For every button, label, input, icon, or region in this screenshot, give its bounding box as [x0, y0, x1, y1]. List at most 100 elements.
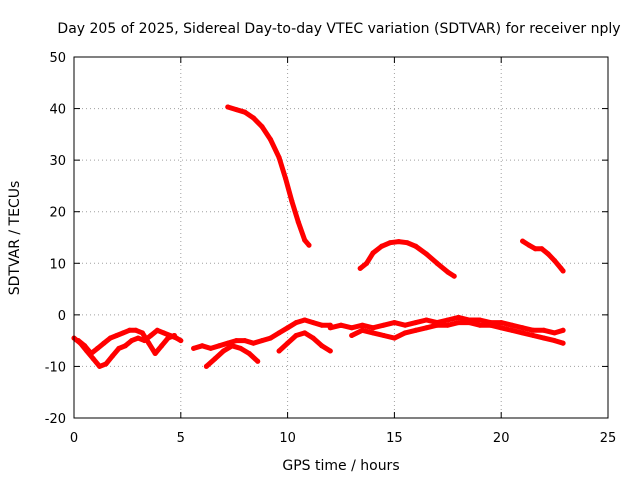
- data-point: [289, 198, 295, 204]
- data-point: [498, 325, 504, 331]
- data-point: [82, 343, 88, 349]
- data-point: [545, 251, 551, 257]
- data-point: [560, 327, 566, 333]
- data-point: [268, 137, 273, 142]
- x-tick-label: 15: [386, 431, 403, 446]
- series-line: [225, 104, 312, 248]
- data-point: [127, 327, 132, 333]
- data-point: [387, 240, 393, 246]
- data-point: [310, 320, 316, 326]
- series-arc-mid-hump: [357, 239, 457, 279]
- data-point: [413, 320, 419, 326]
- grid: [74, 57, 608, 418]
- y-tick-label: -20: [45, 412, 66, 427]
- data-point: [381, 333, 387, 338]
- data-point: [95, 345, 100, 351]
- data-point: [107, 335, 113, 341]
- series-layer: [71, 104, 566, 369]
- data-point: [509, 327, 515, 333]
- series-line: [75, 327, 177, 356]
- data-point: [396, 239, 402, 245]
- data-point: [530, 333, 536, 338]
- data-point: [97, 363, 103, 369]
- data-point: [233, 338, 239, 344]
- data-point: [552, 330, 558, 336]
- y-tick-label: 10: [49, 257, 66, 272]
- data-point: [259, 124, 265, 130]
- data-point: [423, 317, 429, 323]
- data-point: [250, 340, 256, 346]
- data-point: [445, 322, 451, 328]
- data-point: [268, 335, 273, 341]
- data-point: [238, 345, 244, 351]
- data-point: [319, 343, 325, 349]
- data-point: [139, 330, 145, 336]
- y-axis-label: SDTVAR / TECUs: [7, 181, 23, 296]
- plot-frame: [73, 56, 609, 419]
- data-point: [233, 107, 239, 113]
- data-point: [498, 320, 504, 326]
- data-point: [276, 330, 282, 336]
- data-point: [191, 345, 197, 351]
- data-point: [293, 333, 299, 338]
- data-point: [370, 325, 376, 331]
- data-point: [560, 268, 566, 274]
- x-tick-label: 25: [600, 431, 617, 446]
- series-arc-late-short: [520, 238, 566, 274]
- data-point: [212, 356, 218, 362]
- data-point: [103, 361, 109, 367]
- data-point: [456, 314, 461, 320]
- data-point: [302, 237, 308, 243]
- x-tick-label: 10: [279, 431, 296, 446]
- data-point: [434, 260, 440, 266]
- data-point: [129, 338, 135, 344]
- data-point: [413, 327, 419, 333]
- data-point: [109, 353, 115, 359]
- data-point: [552, 258, 558, 264]
- y-tick-label: 0: [58, 309, 66, 324]
- data-point: [359, 327, 365, 333]
- data-point: [159, 343, 165, 349]
- data-point: [229, 343, 235, 349]
- data-point: [285, 325, 291, 331]
- data-point: [302, 330, 308, 336]
- data-point: [327, 348, 333, 354]
- data-point: [541, 335, 547, 341]
- data-point: [133, 327, 139, 333]
- data-point: [148, 333, 154, 338]
- data-point: [445, 317, 451, 323]
- data-point: [509, 322, 515, 328]
- data-point: [178, 338, 184, 344]
- data-point: [199, 343, 205, 349]
- chart-title: Day 205 of 2025, Sidereal Day-to-day VTE…: [57, 21, 620, 37]
- data-point: [364, 260, 370, 266]
- data-point: [216, 343, 222, 349]
- data-point: [250, 115, 256, 121]
- data-point: [349, 333, 355, 338]
- y-tick-label: 20: [49, 206, 66, 221]
- data-point: [88, 351, 94, 356]
- series-band-low-early-2: [75, 327, 177, 356]
- data-point: [161, 330, 167, 336]
- data-point: [302, 317, 308, 323]
- data-point: [259, 338, 265, 344]
- series-band-low-mid-3: [276, 330, 333, 354]
- data-point: [541, 327, 547, 333]
- data-point: [319, 322, 325, 328]
- data-point: [539, 246, 545, 252]
- data-point: [520, 238, 526, 244]
- data-point: [171, 333, 177, 338]
- data-point: [402, 322, 408, 328]
- data-point: [357, 265, 363, 271]
- data-point: [381, 322, 387, 328]
- data-point: [445, 269, 451, 275]
- data-point: [120, 330, 126, 336]
- data-point: [75, 338, 81, 344]
- data-point: [114, 333, 120, 338]
- data-point: [246, 351, 252, 356]
- data-point: [349, 325, 355, 331]
- data-point: [116, 345, 122, 351]
- data-point: [255, 358, 261, 364]
- series-band-low-mid-2: [203, 343, 261, 369]
- data-point: [520, 325, 526, 331]
